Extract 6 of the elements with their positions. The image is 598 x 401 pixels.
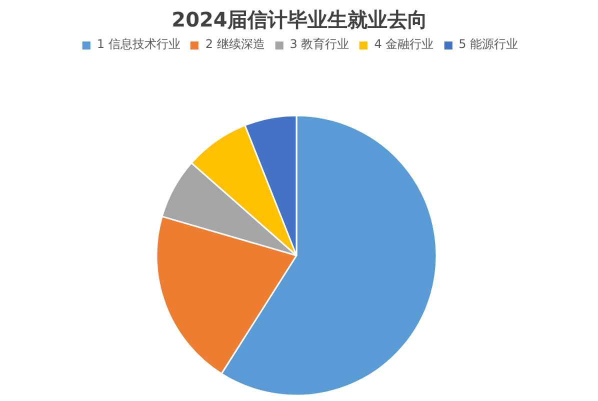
legend-label: 2 继续深造 <box>205 36 265 53</box>
legend-label: 3 教育行业 <box>290 36 350 53</box>
legend-label: 1 信息技术行业 <box>96 36 180 53</box>
legend-label: 4 金融行业 <box>374 36 434 53</box>
legend-label: 5 能源行业 <box>458 36 518 53</box>
chart-title: 2024届信计毕业生就业去向 <box>172 8 428 32</box>
